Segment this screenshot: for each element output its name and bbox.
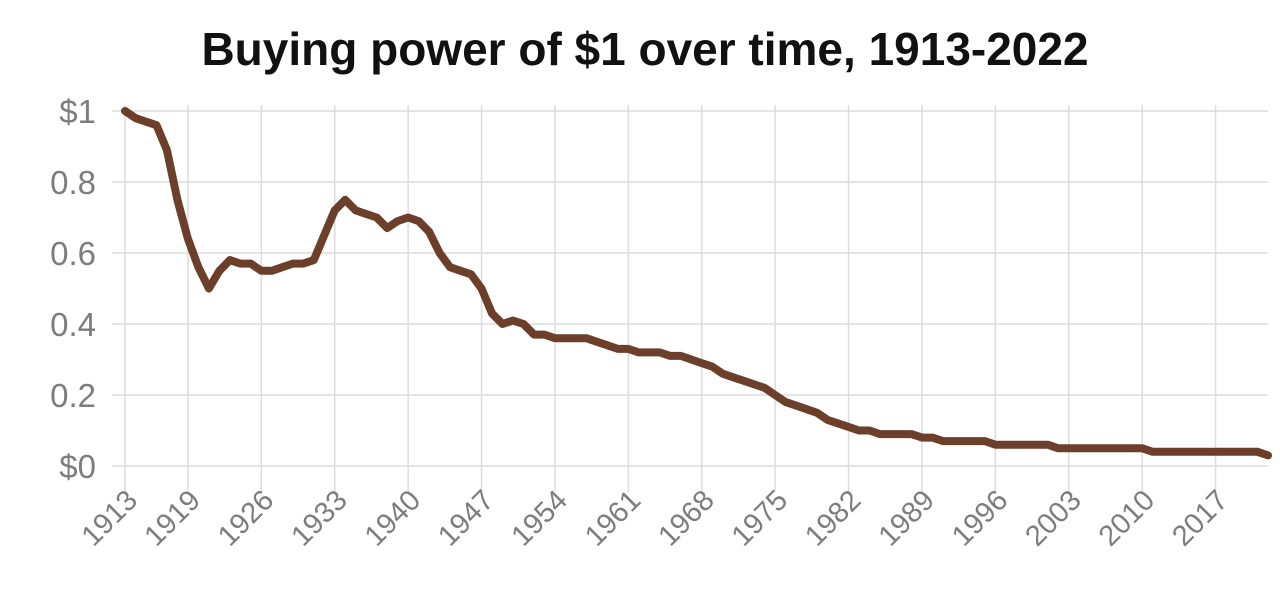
- x-tick-label: 1961: [579, 484, 647, 552]
- y-gridlines: [112, 110, 1268, 467]
- x-tick-label: 1913: [76, 484, 144, 552]
- x-tick-label: 1989: [873, 484, 941, 552]
- y-tick-label: 0.6: [50, 235, 96, 272]
- x-tick-label: 1954: [506, 484, 574, 552]
- x-tick-label: 1926: [212, 484, 280, 552]
- y-tick-label: $0: [59, 448, 96, 485]
- y-tick-label: 0.4: [50, 306, 96, 343]
- x-tick-label: 1996: [946, 484, 1014, 552]
- x-tick-label: 2010: [1093, 484, 1161, 552]
- x-tick-label: 1919: [139, 484, 207, 552]
- y-tick-label: $1: [59, 93, 96, 130]
- x-tick-label: 1933: [285, 484, 353, 552]
- x-gridlines: [124, 105, 1217, 492]
- x-tick-label: 1982: [799, 484, 867, 552]
- x-tick-label: 2003: [1019, 484, 1087, 552]
- x-tick-label: 1947: [432, 484, 500, 552]
- y-tick-label: 0.8: [50, 164, 96, 201]
- x-tick-label: 1968: [652, 484, 720, 552]
- series-line: [121, 107, 1272, 460]
- x-tick-label: 2017: [1166, 484, 1234, 552]
- y-axis-ticks: $1 0.8 0.6 0.4 0.2 $0: [50, 93, 96, 485]
- y-tick-label: 0.2: [50, 377, 96, 414]
- x-tick-label: 1975: [726, 484, 794, 552]
- x-tick-label: 1940: [359, 484, 427, 552]
- chart-title: Buying power of $1 over time, 1913-2022: [201, 23, 1089, 75]
